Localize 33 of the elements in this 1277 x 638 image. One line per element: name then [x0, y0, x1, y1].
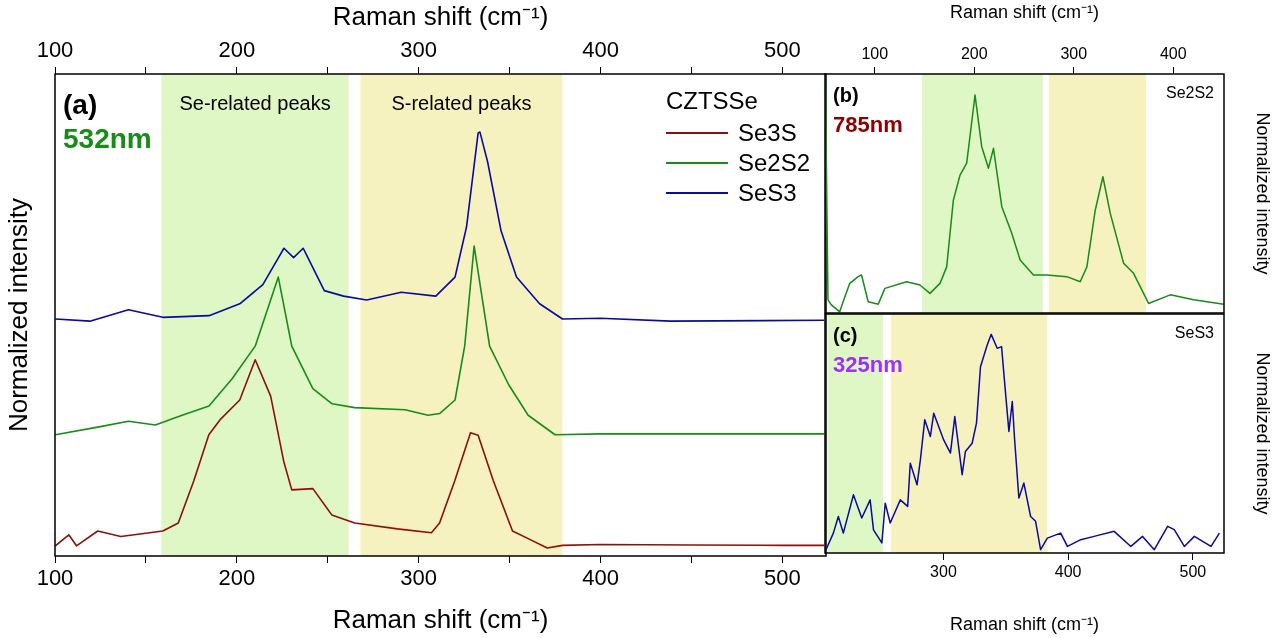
x-axis-title: Raman shift (cm⁻¹)	[332, 603, 549, 634]
x-tick-label: 400	[582, 565, 619, 591]
annotation: SeS3	[1174, 324, 1215, 342]
x-tick-label: 500	[1179, 563, 1207, 581]
band-label: Se-related peaks	[179, 91, 331, 114]
x-tick-label: 300	[930, 563, 957, 581]
y-axis-title: Normalized intensity	[1253, 112, 1274, 275]
x-tick-label: 400	[1054, 563, 1082, 581]
annotation: Se2S2	[1165, 84, 1215, 102]
y-axis-title: Normalized intensity	[2, 197, 33, 433]
legend-label: SeS3	[737, 178, 797, 208]
x-axis-title: Raman shift (cm⁻¹)	[949, 1, 1100, 22]
annotation: 325nm	[833, 352, 903, 378]
legend-label: Se3S	[737, 118, 797, 148]
x-tick-label: 400	[1159, 44, 1187, 62]
x-tick-label: 100	[861, 44, 889, 62]
text: (a)	[63, 88, 98, 120]
x-tick-label: 300	[1060, 44, 1088, 62]
annotation: (c)	[833, 323, 858, 346]
annotation: 785nm	[833, 112, 903, 138]
x-tick-label: 500	[764, 565, 801, 591]
x-tick-label: 300	[400, 565, 438, 591]
x-tick-label: 100	[36, 565, 74, 591]
y-axis-title: Normalized intensity	[1253, 352, 1274, 515]
x-axis-title: Raman shift (cm⁻¹)	[949, 614, 1100, 635]
x-tick-label: 200	[960, 44, 988, 62]
annotation: (b)	[833, 83, 859, 106]
x-tick-label: 200	[218, 565, 256, 591]
x2-axis-title: Raman shift (cm⁻¹)	[332, 0, 549, 31]
legend-title: CZTSSe	[665, 86, 759, 116]
band-label: S-related peaks	[391, 91, 532, 114]
annotation: 532nm	[63, 122, 152, 154]
legend-label: Se2S2	[737, 148, 810, 178]
